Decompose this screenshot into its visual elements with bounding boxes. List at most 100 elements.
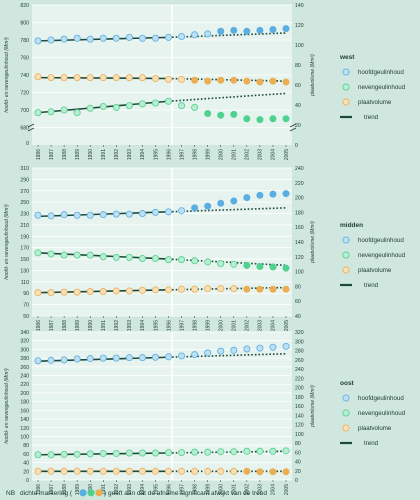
y-tick-label: 270 xyxy=(20,189,29,195)
x-tick-label: 1993 xyxy=(127,149,133,160)
x-tick-label: 2003 xyxy=(258,320,264,331)
x-tick-label: 1997 xyxy=(179,484,185,495)
point-hoofdgeulinhoud xyxy=(34,211,42,219)
point-nevengeulinhoud xyxy=(191,103,199,111)
point-hoofdgeulinhoud xyxy=(73,355,81,363)
x-tick-label: 1999 xyxy=(205,320,211,331)
x-tick-label: 1991 xyxy=(101,320,107,331)
y2-tick-label: 40 xyxy=(295,103,301,109)
point-nevengeulinhoud xyxy=(112,103,120,111)
y-axis-label: hoofd- en nevengeulinhoud (Mm³) xyxy=(4,204,10,280)
point-hoofdgeulinhoud xyxy=(86,355,94,363)
point-hoofdgeulinhoud xyxy=(112,210,120,218)
point-plaatvolume xyxy=(256,285,264,293)
x-tick-label: 2000 xyxy=(219,484,225,495)
x-tick-label: 1996 xyxy=(166,320,172,331)
x-tick-label: 2004 xyxy=(271,149,277,160)
point-hoofdgeulinhoud xyxy=(73,211,81,219)
point-plaatvolume xyxy=(99,74,107,82)
point-nevengeulinhoud xyxy=(256,116,264,124)
x-tick-label: 1993 xyxy=(127,484,133,495)
point-plaatvolume xyxy=(151,467,159,475)
y-tick-label: 720 xyxy=(20,91,29,97)
y-tick-label: 200 xyxy=(20,391,29,397)
point-nevengeulinhoud xyxy=(47,250,55,258)
y2-tick-label: 180 xyxy=(295,395,304,401)
y2-tick-label: 320 xyxy=(295,330,304,336)
legend-swatch-plaatvolume xyxy=(342,266,350,274)
legend-swatch-plaatvolume xyxy=(342,98,350,106)
x-tick-label: 2000 xyxy=(219,149,225,160)
y-tick-label: 260 xyxy=(20,365,29,371)
point-plaatvolume xyxy=(34,73,42,81)
point-plaatvolume xyxy=(230,467,238,475)
x-tick-label: 2001 xyxy=(232,484,238,495)
y-tick-label: 50 xyxy=(23,314,29,320)
y-tick-label: 700 xyxy=(20,108,29,114)
y-tick-label: 20 xyxy=(23,469,29,475)
point-hoofdgeulinhoud xyxy=(151,208,159,216)
x-tick-label: 1994 xyxy=(140,484,146,495)
y2-tick-label: 40 xyxy=(295,460,301,466)
x-tick-label: 1990 xyxy=(88,320,94,331)
trend-extrapolation-plaatvolume xyxy=(168,77,287,82)
point-hoofdgeulinhoud xyxy=(178,352,186,360)
point-plaatvolume xyxy=(138,286,146,294)
y2-tick-label: 200 xyxy=(295,196,304,202)
point-nevengeulinhoud xyxy=(99,253,107,261)
x-tick-label: 1999 xyxy=(205,484,211,495)
point-plaatvolume xyxy=(86,74,94,82)
point-plaatvolume xyxy=(204,467,212,475)
point-nevengeulinhoud xyxy=(60,106,68,114)
x-tick-label: 1989 xyxy=(75,484,81,495)
y-tick-label: 310 xyxy=(20,166,29,172)
x-tick-label: 1987 xyxy=(49,484,55,495)
point-plaatvolume xyxy=(243,285,251,293)
point-nevengeulinhoud xyxy=(165,449,173,457)
y-tick-label: 90 xyxy=(23,291,29,297)
x-tick-label: 1991 xyxy=(101,149,107,160)
trend-extrapolation-hoofdgeulinhoud xyxy=(168,352,287,359)
point-hoofdgeulinhoud xyxy=(204,30,212,38)
y2-tick-label: 260 xyxy=(295,358,304,364)
point-plaatvolume xyxy=(60,288,68,296)
point-hoofdgeulinhoud xyxy=(269,25,277,33)
point-plaatvolume xyxy=(99,288,107,296)
y2-tick-label: 120 xyxy=(295,23,304,29)
x-tick-label: 1998 xyxy=(192,149,198,160)
y2-tick-label: 140 xyxy=(295,413,304,419)
point-hoofdgeulinhoud xyxy=(60,35,68,43)
point-nevengeulinhoud xyxy=(86,251,94,259)
y-tick-label: 280 xyxy=(20,356,29,362)
y-tick-label: 130 xyxy=(20,268,29,274)
point-plaatvolume xyxy=(230,76,238,84)
point-plaatvolume xyxy=(269,77,277,85)
y2-tick-label: 140 xyxy=(295,240,304,246)
point-plaatvolume xyxy=(151,75,159,83)
x-tick-label: 1995 xyxy=(153,149,159,160)
y-tick-label: 0 xyxy=(26,478,29,484)
y2-tick-label: 80 xyxy=(295,284,301,290)
y2-tick-label: 60 xyxy=(295,450,301,456)
point-nevengeulinhoud xyxy=(112,449,120,457)
point-nevengeulinhoud xyxy=(125,102,133,110)
point-nevengeulinhoud xyxy=(86,104,94,112)
point-hoofdgeulinhoud xyxy=(125,33,133,41)
x-tick-label: 2001 xyxy=(232,320,238,331)
y2-tick-label: 120 xyxy=(295,255,304,261)
point-plaatvolume xyxy=(112,287,120,295)
point-hoofdgeulinhoud xyxy=(204,349,212,357)
x-tick-label: 1988 xyxy=(62,149,68,160)
point-nevengeulinhoud xyxy=(125,253,133,261)
x-tick-label: 1996 xyxy=(166,484,172,495)
x-tick-label: 1998 xyxy=(192,320,198,331)
point-hoofdgeulinhoud xyxy=(178,33,186,41)
y2-tick-label: 100 xyxy=(295,432,304,438)
x-tick-label: 2004 xyxy=(271,484,277,495)
point-nevengeulinhoud xyxy=(204,110,212,118)
point-plaatvolume xyxy=(217,76,225,84)
y2-tick-label: 20 xyxy=(295,123,301,129)
y-tick-label: 740 xyxy=(20,73,29,79)
x-tick-label: 1992 xyxy=(114,149,120,160)
legend-label: hoofdgeulinhoud xyxy=(358,395,404,402)
